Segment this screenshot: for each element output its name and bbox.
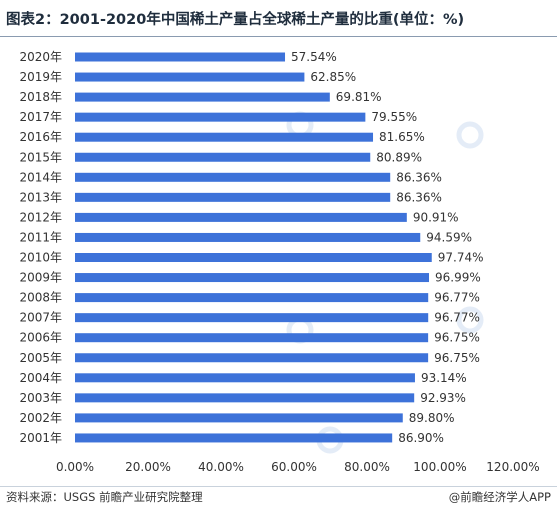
bar xyxy=(75,92,330,102)
data-label: 90.91% xyxy=(413,210,459,224)
y-tick-label: 2020年 xyxy=(19,50,62,64)
data-label: 86.36% xyxy=(396,170,442,184)
bar xyxy=(75,293,429,303)
y-tick-label: 2001年 xyxy=(19,431,62,445)
y-tick-label: 2003年 xyxy=(19,391,62,405)
bar xyxy=(75,72,305,82)
x-tick-label: 20.00% xyxy=(125,460,171,474)
y-tick-label: 2017年 xyxy=(19,110,62,124)
data-label: 80.89% xyxy=(376,150,422,164)
bars-layer xyxy=(75,52,432,443)
data-label: 94.59% xyxy=(426,230,472,244)
y-tick-label: 2010年 xyxy=(19,251,62,265)
source-note: 资料来源：USGS 前瞻产业研究院整理 xyxy=(6,490,203,504)
bar xyxy=(75,313,429,323)
y-tick-label: 2012年 xyxy=(19,210,62,224)
data-label: 86.90% xyxy=(398,431,444,445)
bar xyxy=(75,232,421,242)
title-divider xyxy=(0,36,557,37)
y-tick-label: 2007年 xyxy=(19,311,62,325)
bar xyxy=(75,373,415,383)
y-tick-label: 2018年 xyxy=(19,90,62,104)
x-tick-label: 0.00% xyxy=(56,460,94,474)
data-label: 96.75% xyxy=(434,351,480,365)
y-tick-label: 2019年 xyxy=(19,70,62,84)
data-label: 92.93% xyxy=(420,391,466,405)
data-label: 96.77% xyxy=(434,311,480,325)
bar xyxy=(75,52,286,62)
data-label: 96.75% xyxy=(434,331,480,345)
bar xyxy=(75,253,432,262)
data-label: 79.55% xyxy=(371,110,417,124)
data-label: 96.99% xyxy=(435,271,481,285)
y-tick-label: 2004年 xyxy=(19,371,62,385)
x-tick-label: 100.00% xyxy=(413,460,466,474)
data-label: 81.65% xyxy=(379,130,425,144)
data-label: 69.81% xyxy=(336,90,382,104)
data-labels: 57.54% 62.85% 69.81% 79.55% 81.65% 80.89% 86.3… xyxy=(291,50,483,445)
chart-title: 图表2：2001-2020年中国稀土产量占全球稀土产量的比重(单位：%) xyxy=(6,12,465,28)
brand-credit: @前瞻经济学人APP xyxy=(448,490,551,504)
bar xyxy=(75,192,391,202)
bar xyxy=(75,152,371,162)
watermark-logo xyxy=(456,306,484,334)
y-tick-label: 2006年 xyxy=(19,331,62,345)
data-label: 57.54% xyxy=(291,50,337,64)
y-tick-label: 2009年 xyxy=(19,271,62,285)
data-label: 86.36% xyxy=(396,190,442,204)
footer-divider xyxy=(0,486,557,487)
bar xyxy=(75,433,393,443)
data-label: 97.74% xyxy=(438,251,484,265)
y-tick-label: 2016年 xyxy=(19,130,62,144)
bar xyxy=(75,112,366,122)
x-tick-label: 60.00% xyxy=(271,460,317,474)
data-label: 93.14% xyxy=(421,371,467,385)
bar xyxy=(75,273,430,283)
y-tick-label: 2014年 xyxy=(19,170,62,184)
y-tick-label: 2015年 xyxy=(19,150,62,164)
y-tick-label: 2005年 xyxy=(19,351,62,365)
bar xyxy=(75,212,407,222)
y-axis-labels: 2020年 2019年 2018年 2017年 2016年 2015年 2014年 2013年… xyxy=(19,50,62,445)
bar xyxy=(75,333,429,343)
data-label: 89.80% xyxy=(409,411,455,425)
bar xyxy=(75,413,403,423)
x-axis-labels: 0.00% 20.00% 40.00% 60.00% 80.00% 100.00% 120.… xyxy=(56,460,540,474)
y-tick-label: 2013年 xyxy=(19,190,62,204)
bar xyxy=(75,353,429,363)
bar xyxy=(75,132,374,142)
data-label: 62.85% xyxy=(310,70,356,84)
x-tick-label: 120.00% xyxy=(486,460,539,474)
watermark-logo xyxy=(456,121,484,149)
bar xyxy=(75,393,415,403)
bar xyxy=(75,172,391,182)
data-label: 96.77% xyxy=(434,291,480,305)
x-tick-label: 80.00% xyxy=(344,460,390,474)
y-tick-label: 2008年 xyxy=(19,291,62,305)
y-tick-label: 2002年 xyxy=(19,411,62,425)
x-tick-label: 40.00% xyxy=(198,460,244,474)
bar-chart: 2020年 2019年 2018年 2017年 2016年 2015年 2014年 2013年… xyxy=(19,50,540,474)
y-tick-label: 2011年 xyxy=(19,230,62,244)
